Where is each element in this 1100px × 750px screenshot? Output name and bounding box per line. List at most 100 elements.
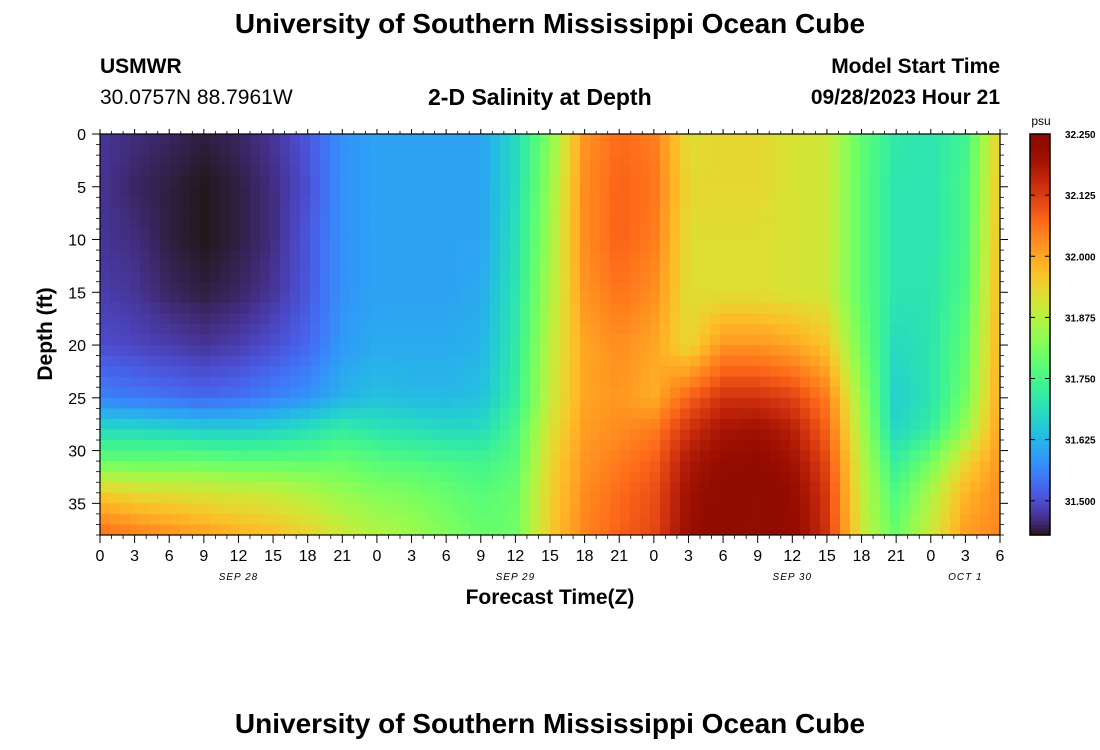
- heatmap-cell: [380, 292, 391, 304]
- heatmap-cell: [170, 387, 181, 399]
- heatmap-cell: [970, 440, 981, 452]
- heatmap-cell: [730, 503, 741, 515]
- heatmap-cell: [530, 207, 541, 220]
- heatmap-cell: [590, 429, 601, 441]
- heatmap-cell: [180, 450, 191, 462]
- colorbar-segment: [1030, 461, 1050, 466]
- heatmap-cell: [740, 355, 751, 367]
- heatmap-cell: [570, 503, 581, 515]
- heatmap-cell: [230, 482, 241, 494]
- heatmap-cell: [860, 461, 871, 473]
- heatmap-cell: [600, 250, 611, 262]
- heatmap-cell: [730, 461, 741, 473]
- heatmap-cell: [100, 513, 111, 526]
- heatmap-cell: [200, 155, 211, 167]
- heatmap-cell: [200, 165, 211, 177]
- heatmap-cell: [410, 260, 421, 272]
- heatmap-cell: [770, 239, 781, 251]
- heatmap-cell: [820, 524, 831, 535]
- heatmap-cell: [370, 239, 381, 251]
- heatmap-cell: [990, 250, 1000, 262]
- heatmap-cell: [910, 334, 921, 346]
- heatmap-cell: [210, 376, 221, 388]
- heatmap-cell: [920, 134, 931, 146]
- heatmap-cell: [150, 281, 161, 293]
- heatmap-cell: [690, 313, 701, 325]
- heatmap-cell: [700, 176, 711, 188]
- heatmap-cell: [650, 218, 661, 230]
- heatmap-cell: [410, 144, 421, 156]
- heatmap-cell: [140, 260, 151, 272]
- heatmap-cell: [830, 387, 841, 399]
- heatmap-cell: [220, 218, 231, 230]
- heatmap-cell: [650, 239, 661, 251]
- heatmap-cell: [390, 397, 401, 409]
- heatmap-cell: [500, 207, 511, 220]
- heatmap-cell: [550, 323, 561, 336]
- heatmap-cell: [540, 144, 551, 156]
- heatmap-cell: [680, 323, 691, 336]
- heatmap-cell: [980, 397, 991, 409]
- heatmap-cell: [200, 513, 211, 526]
- heatmap-cell: [450, 440, 461, 452]
- heatmap-cell: [700, 281, 711, 293]
- heatmap-cell: [120, 260, 131, 272]
- heatmap-cell: [130, 218, 141, 230]
- heatmap-cell: [370, 165, 381, 177]
- heatmap-cell: [950, 376, 961, 388]
- heatmap-cell: [400, 387, 411, 399]
- heatmap-cell: [450, 376, 461, 388]
- heatmap-cell: [480, 429, 491, 441]
- heatmap-cell: [760, 492, 771, 504]
- heatmap-cell: [120, 197, 131, 209]
- heatmap-cell: [800, 376, 811, 388]
- heatmap-cell: [290, 239, 301, 251]
- heatmap-cell: [160, 176, 171, 188]
- heatmap-cell: [120, 134, 131, 146]
- heatmap-cell: [420, 461, 431, 473]
- heatmap-cell: [940, 186, 951, 198]
- heatmap-cell: [640, 155, 651, 167]
- heatmap-cell: [830, 239, 841, 251]
- heatmap-cell: [600, 197, 611, 209]
- heatmap-cell: [580, 376, 591, 388]
- heatmap-cell: [560, 134, 571, 146]
- heatmap-cell: [190, 155, 201, 167]
- heatmap-cell: [380, 418, 391, 431]
- heatmap-cell: [990, 355, 1000, 367]
- heatmap-cell: [240, 355, 251, 367]
- heatmap-cell: [480, 355, 491, 367]
- heatmap-cell: [160, 345, 171, 357]
- heatmap-cell: [400, 281, 411, 293]
- heatmap-cell: [820, 165, 831, 177]
- heatmap-cell: [220, 524, 231, 535]
- heatmap-cell: [250, 260, 261, 272]
- heatmap-cell: [460, 313, 471, 325]
- heatmap-cell: [610, 176, 621, 188]
- heatmap-cell: [890, 260, 901, 272]
- heatmap-cell: [240, 250, 251, 262]
- heatmap-cell: [510, 271, 521, 283]
- heatmap-cell: [770, 155, 781, 167]
- heatmap-cell: [700, 323, 711, 336]
- heatmap-cell: [260, 524, 271, 535]
- heatmap-cell: [130, 323, 141, 336]
- heatmap-cell: [470, 176, 481, 188]
- heatmap-cell: [540, 218, 551, 230]
- heatmap-cell: [150, 197, 161, 209]
- heatmap-cell: [640, 281, 651, 293]
- heatmap-cell: [660, 355, 671, 367]
- heatmap-cell: [380, 134, 391, 146]
- heatmap-cell: [280, 302, 291, 314]
- heatmap-cell: [530, 366, 541, 378]
- heatmap-cell: [450, 345, 461, 357]
- heatmap-cell: [120, 440, 131, 452]
- heatmap-cell: [470, 292, 481, 304]
- heatmap-cell: [620, 239, 631, 251]
- heatmap-cell: [940, 302, 951, 314]
- heatmap-cell: [550, 492, 561, 504]
- heatmap-cell: [510, 355, 521, 367]
- heatmap-cell: [740, 345, 751, 357]
- heatmap-cell: [720, 302, 731, 314]
- heatmap-cell: [230, 228, 241, 241]
